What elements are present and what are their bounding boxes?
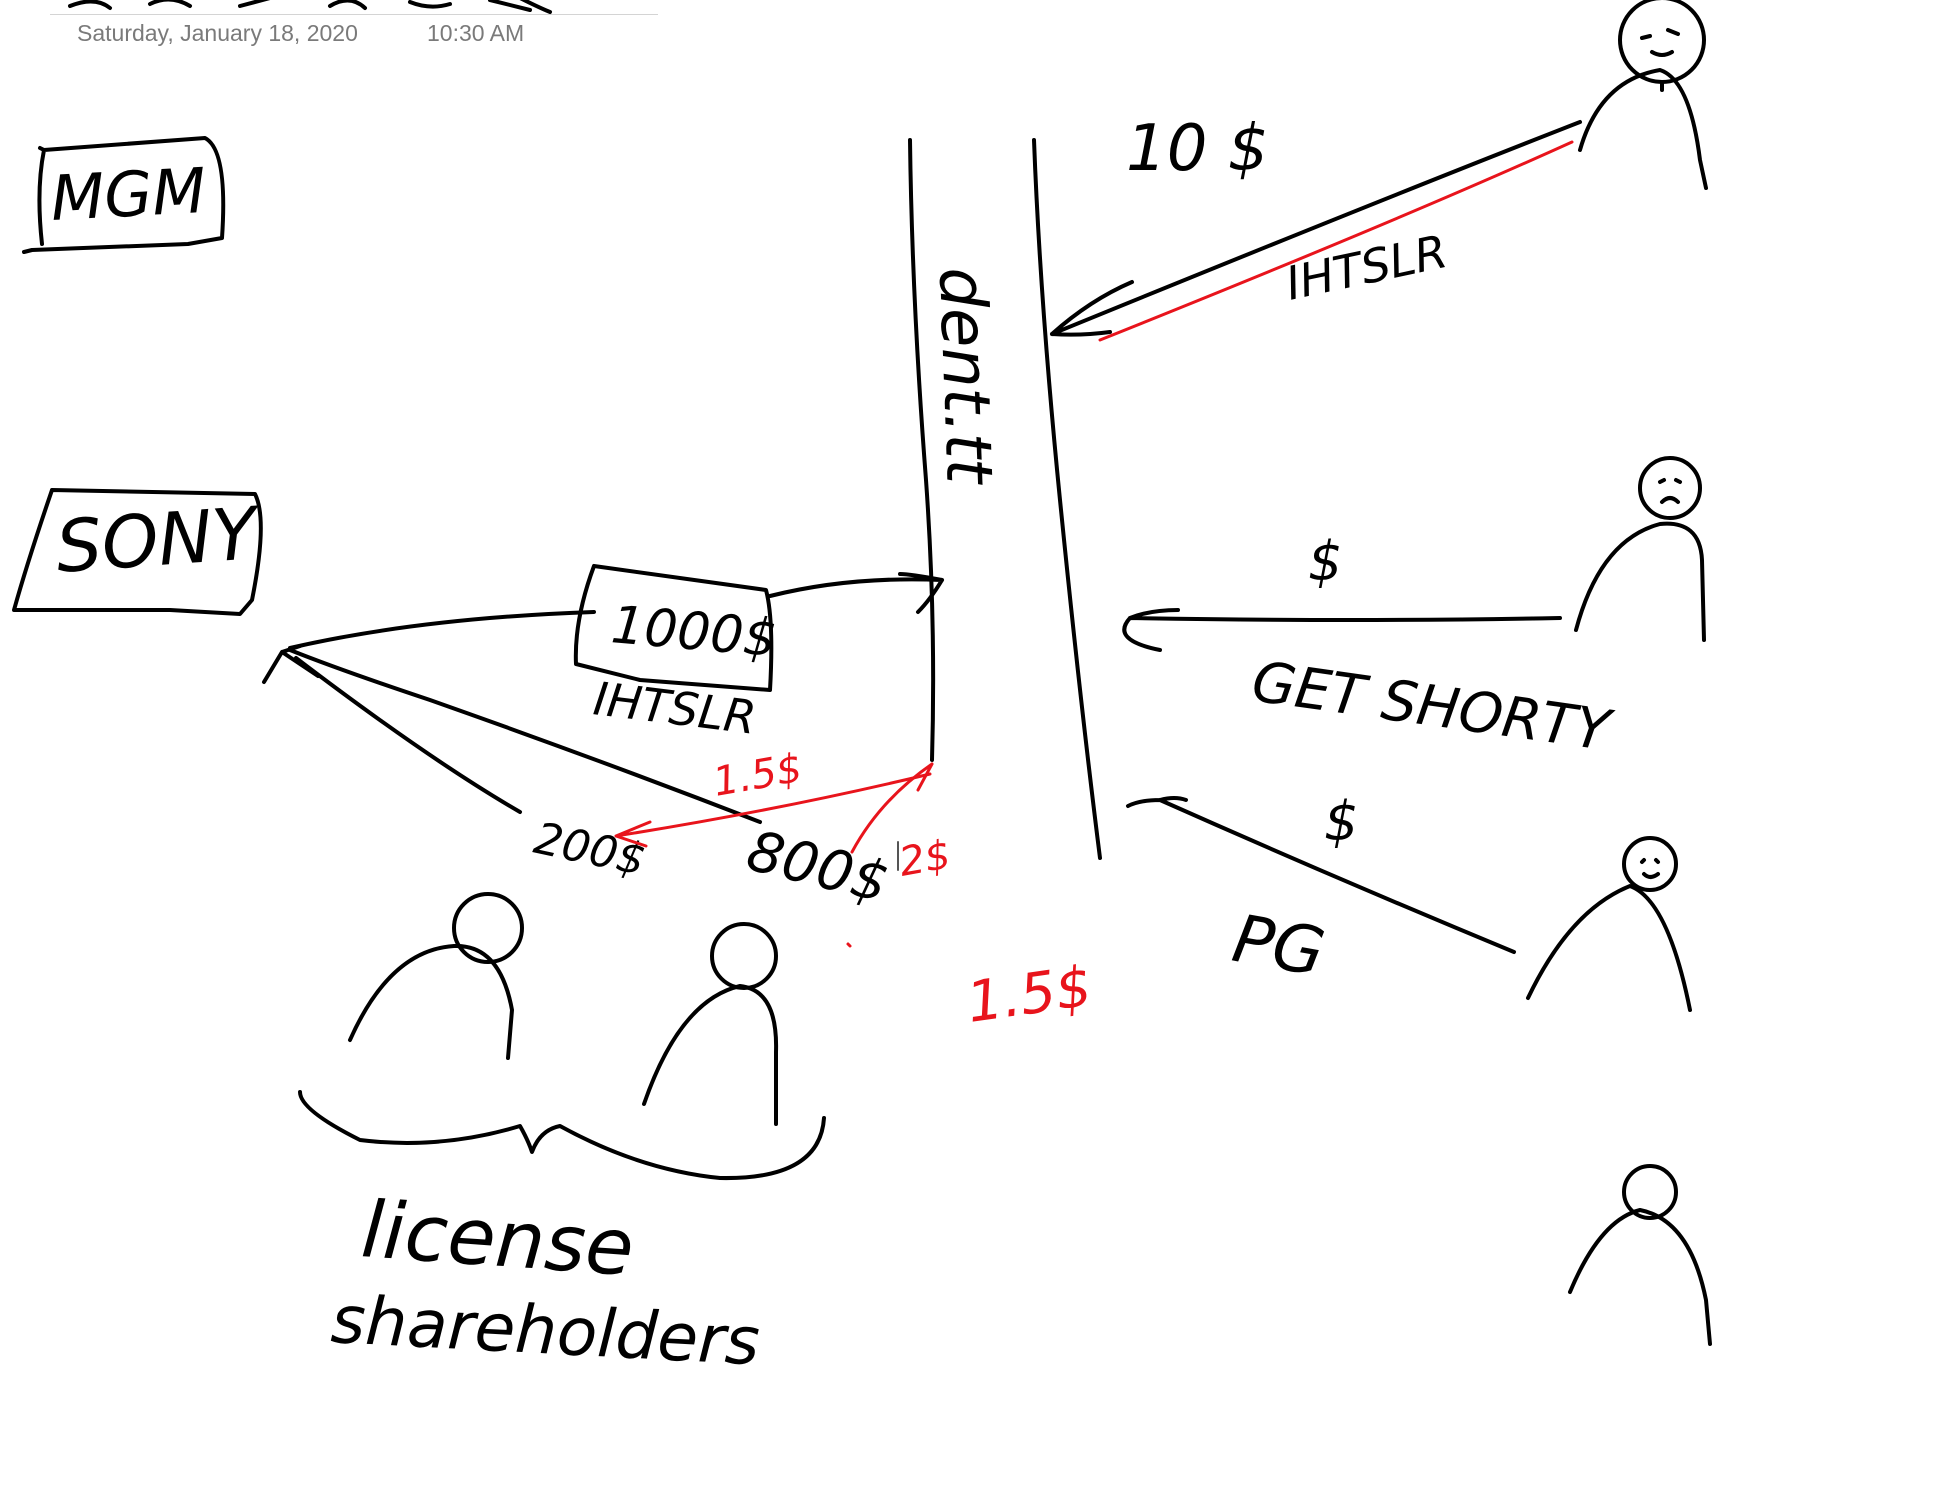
mgm-label-group: MGM xyxy=(22,136,226,254)
red-dot-mark xyxy=(846,942,852,948)
get-shorty-label: GET SHORTY xyxy=(1248,649,1617,764)
amount-800: 800$ xyxy=(741,819,895,917)
top-amount: 10 $ xyxy=(1126,112,1269,186)
pg-label: PG xyxy=(1227,900,1330,992)
page-time: 10:30 AM xyxy=(427,20,525,46)
page-header: Saturday, January 18, 2020 10:30 AM xyxy=(50,0,658,50)
red-amount-1-5-b: 1.5$ xyxy=(963,954,1096,1036)
box-flow-label: IHTSLR xyxy=(591,671,759,744)
person-top-right xyxy=(1578,0,1708,190)
amount-200: 200$ xyxy=(530,813,650,886)
flow-red-underline-top xyxy=(1098,140,1574,342)
flow-arrow-box-to-pipe xyxy=(768,572,944,614)
shareholders-label: shareholders xyxy=(329,1281,761,1380)
amount-box xyxy=(573,564,774,692)
red-amount-1-5-a: 1.5$ xyxy=(710,745,806,806)
mgm-text: MGM xyxy=(49,154,208,235)
shareholders-brace xyxy=(298,1090,826,1181)
header-divider xyxy=(50,14,658,15)
page-date: Saturday, January 18, 2020 xyxy=(77,20,358,46)
red-amount-2: 2$ xyxy=(896,832,954,886)
middle-amount: $ xyxy=(1308,530,1342,593)
flow-line-sony-to-box xyxy=(288,610,596,650)
pipe-right-line xyxy=(1032,138,1102,860)
cut-off-title-stroke xyxy=(68,0,552,14)
sony-label-group: SONY xyxy=(12,488,264,616)
top-flow-label: IHTSLR xyxy=(1281,224,1452,311)
mgm-box xyxy=(22,136,226,254)
red-curve-2 xyxy=(850,762,934,854)
flow-line-200-to-sony xyxy=(294,656,522,814)
pipe-label: dent.tt xyxy=(924,266,1006,488)
person-middle-right xyxy=(1574,456,1706,642)
person-lower-right xyxy=(1526,836,1692,1012)
pipe-left-line xyxy=(908,138,936,762)
red-arrow-to-200 xyxy=(614,772,932,848)
sony-text: SONY xyxy=(53,491,264,589)
flow-arrow-middle xyxy=(1122,608,1562,652)
sony-box xyxy=(12,488,263,616)
box-amount: 1000$ xyxy=(609,595,779,669)
flow-arrow-lower xyxy=(1126,796,1516,954)
shareholder-person-left xyxy=(348,892,524,1060)
flow-arrow-top xyxy=(1050,120,1582,337)
shareholder-person-right xyxy=(642,922,779,1126)
flow-line-800-to-sony xyxy=(288,648,762,824)
license-label: license xyxy=(359,1185,637,1294)
person-bottom-right xyxy=(1568,1164,1712,1346)
pg-amount: $ xyxy=(1324,790,1358,853)
